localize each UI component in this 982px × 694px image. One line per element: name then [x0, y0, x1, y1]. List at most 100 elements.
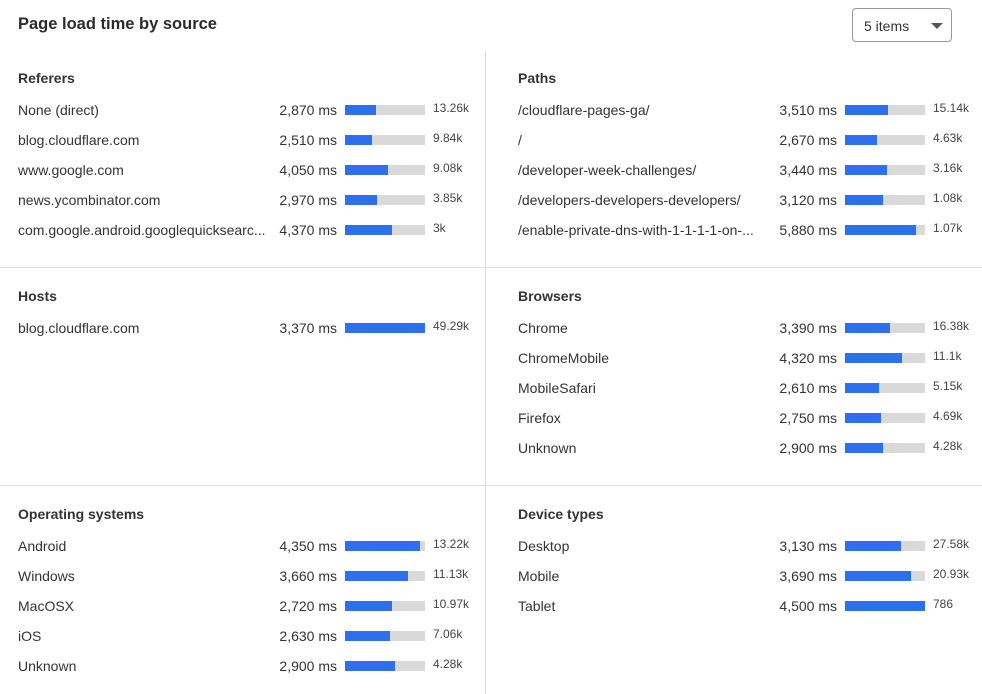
- share-bar: [345, 105, 425, 115]
- request-count: 13.22k: [433, 537, 470, 551]
- share-bar: [845, 443, 925, 453]
- list-item[interactable]: iOS 2,630 ms 7.06k: [18, 627, 488, 658]
- list-item[interactable]: None (direct) 2,870 ms 13.26k: [18, 101, 488, 132]
- chevron-down-icon: [931, 23, 943, 29]
- share-bar: [345, 541, 425, 551]
- item-label: blog.cloudflare.com: [18, 132, 140, 148]
- list-item[interactable]: Firefox 2,750 ms 4.69k: [518, 409, 982, 440]
- item-label: Unknown: [518, 440, 577, 456]
- load-time: 4,370 ms: [279, 222, 337, 238]
- share-bar-fill: [845, 165, 887, 175]
- share-bar: [345, 571, 425, 581]
- load-time: 3,440 ms: [779, 162, 837, 178]
- item-label: /developer-week-challenges/: [518, 162, 697, 178]
- load-time: 2,750 ms: [779, 410, 837, 426]
- share-bar-fill: [345, 541, 421, 551]
- share-bar: [845, 323, 925, 333]
- request-count: 13.26k: [433, 101, 470, 115]
- share-bar: [845, 135, 925, 145]
- section-title: Referers: [18, 70, 75, 86]
- load-time: 2,970 ms: [279, 192, 337, 208]
- list-item[interactable]: /enable-private-dns-with-1-1-1-1-on-... 5…: [518, 221, 982, 252]
- list-item[interactable]: Windows 3,660 ms 11.13k: [18, 567, 488, 598]
- list-item[interactable]: ChromeMobile 4,320 ms 11.1k: [518, 349, 982, 380]
- load-time: 3,130 ms: [779, 538, 837, 554]
- section-operating-systems: Operating systems Android 4,350 ms 13.22k Wi…: [18, 506, 488, 688]
- list-item[interactable]: /developers-developers-developers/3,120 …: [518, 191, 982, 222]
- list-item[interactable]: com.google.android.googlequicksearc... 4,…: [18, 221, 488, 252]
- list-item[interactable]: Chrome 3,390 ms 16.38k: [518, 319, 982, 350]
- load-time: 4,050 ms: [279, 162, 337, 178]
- share-bar-fill: [845, 353, 902, 363]
- load-time: 3,660 ms: [279, 568, 337, 584]
- item-label: MacOSX: [18, 598, 75, 614]
- request-count: 3.16k: [933, 161, 963, 175]
- share-bar: [845, 195, 925, 205]
- list-item[interactable]: Mobile 3,690 ms 20.93k: [518, 567, 982, 598]
- load-time: 4,500 ms: [779, 598, 837, 614]
- share-bar-fill: [845, 413, 881, 423]
- share-bar-fill: [845, 323, 890, 333]
- load-time: 2,720 ms: [279, 598, 337, 614]
- share-bar-fill: [345, 135, 373, 145]
- item-label: /enable-private-dns-with-1-1-1-1-on-...: [518, 222, 754, 238]
- section-title: Browsers: [518, 288, 582, 304]
- share-bar: [345, 631, 425, 641]
- item-label: /: [518, 132, 522, 148]
- share-bar-fill: [845, 383, 880, 393]
- share-bar-fill: [345, 661, 395, 671]
- share-bar: [845, 165, 925, 175]
- list-item[interactable]: /cloudflare-pages-ga/3,510 ms 15.14k: [518, 101, 982, 132]
- items-count-select[interactable]: 5 items: [852, 8, 952, 42]
- share-bar: [845, 601, 925, 611]
- item-label: ChromeMobile: [518, 350, 610, 366]
- share-bar-fill: [345, 225, 393, 235]
- item-label: /cloudflare-pages-ga/: [518, 102, 650, 118]
- section-device-types: Device types Desktop 3,130 ms 27.58k Mobile 3…: [518, 506, 982, 628]
- section-paths: Paths/cloudflare-pages-ga/3,510 ms 15.14k…: [518, 70, 982, 252]
- list-item[interactable]: / 2,670 ms 4.63k: [518, 131, 982, 162]
- item-label: com.google.android.googlequicksearc...: [18, 222, 266, 238]
- share-bar: [845, 225, 925, 235]
- share-bar: [345, 195, 425, 205]
- list-item[interactable]: Unknown 2,900 ms 4.28k: [18, 657, 488, 688]
- load-time: 5,880 ms: [779, 222, 837, 238]
- list-item[interactable]: MacOSX 2,720 ms 10.97k: [18, 597, 488, 628]
- load-time: 4,350 ms: [279, 538, 337, 554]
- list-item[interactable]: Android 4,350 ms 13.22k: [18, 537, 488, 568]
- request-count: 9.84k: [433, 131, 463, 145]
- section-referers: Referers None (direct) 2,870 ms 13.26k blog.…: [18, 70, 488, 252]
- request-count: 1.07k: [933, 221, 963, 235]
- load-time: 2,630 ms: [279, 628, 337, 644]
- share-bar-fill: [845, 443, 883, 453]
- list-item[interactable]: /developer-week-challenges/3,440 ms 3.16k: [518, 161, 982, 192]
- share-bar-fill: [345, 165, 389, 175]
- list-item[interactable]: blog.cloudflare.com 3,370 ms 49.29k: [18, 319, 488, 350]
- list-item[interactable]: Unknown 2,900 ms 4.28k: [518, 439, 982, 470]
- load-time: 4,320 ms: [779, 350, 837, 366]
- list-item[interactable]: blog.cloudflare.com 2,510 ms 9.84k: [18, 131, 488, 162]
- request-count: 9.08k: [433, 161, 463, 175]
- request-count: 15.14k: [933, 101, 970, 115]
- share-bar: [845, 413, 925, 423]
- list-item[interactable]: Tablet 4,500 ms 786: [518, 597, 982, 628]
- share-bar-fill: [345, 601, 393, 611]
- list-item[interactable]: MobileSafari 2,610 ms 5.15k: [518, 379, 982, 410]
- share-bar: [845, 383, 925, 393]
- item-label: Tablet: [518, 598, 556, 614]
- item-label: Windows: [18, 568, 75, 584]
- item-label: www.google.com: [18, 162, 124, 178]
- request-count: 11.13k: [433, 567, 469, 581]
- list-item[interactable]: Desktop 3,130 ms 27.58k: [518, 537, 982, 568]
- list-item[interactable]: www.google.com 4,050 ms 9.08k: [18, 161, 488, 192]
- share-bar: [845, 541, 925, 551]
- list-item[interactable]: news.ycombinator.com 2,970 ms 3.85k: [18, 191, 488, 222]
- request-count: 3k: [433, 221, 446, 235]
- load-time: 3,120 ms: [779, 192, 837, 208]
- share-bar-fill: [845, 601, 925, 611]
- load-time: 2,870 ms: [279, 102, 337, 118]
- page-title: Page load time by source: [18, 15, 217, 33]
- share-bar-fill: [345, 105, 377, 115]
- request-count: 3.85k: [433, 191, 463, 205]
- share-bar-fill: [345, 323, 425, 333]
